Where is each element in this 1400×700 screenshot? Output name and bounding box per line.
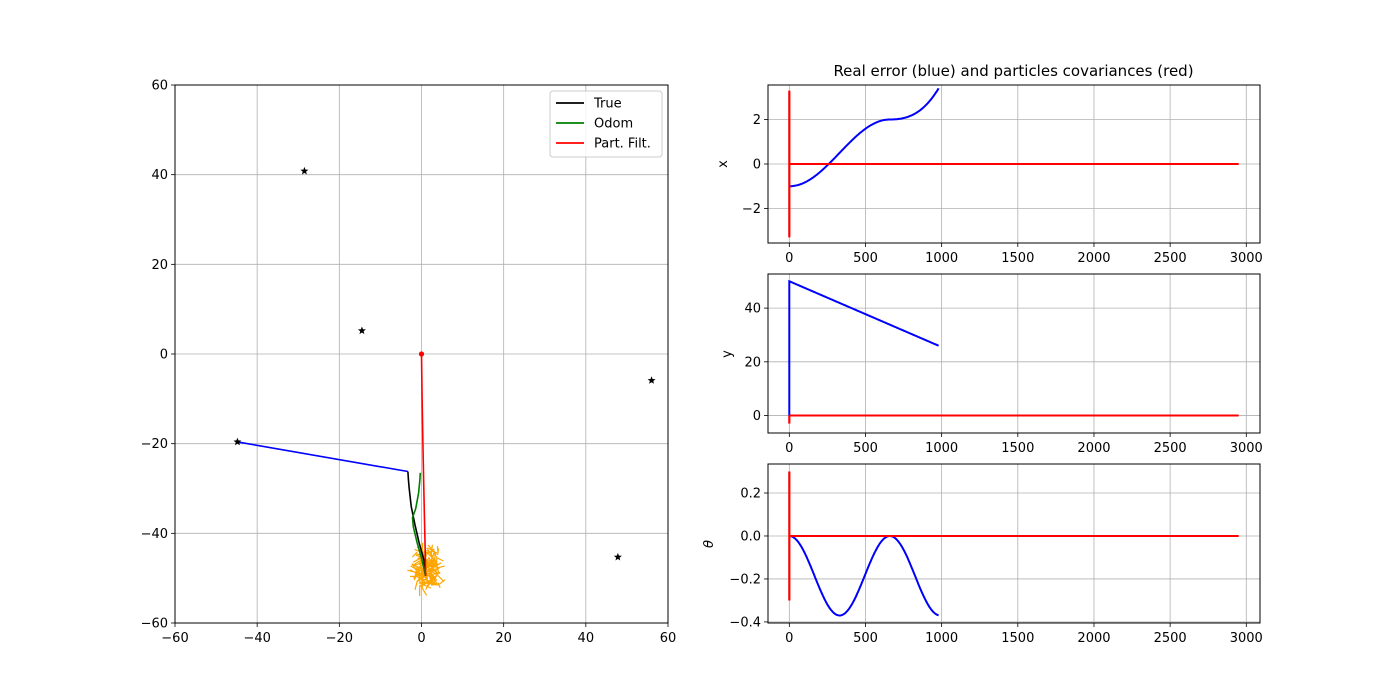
plot-data [233,166,656,597]
plot-data [788,279,1239,424]
y-tick-label: 2 [753,113,761,128]
x-tick-label: 40 [578,631,595,646]
x-tick-label: 3000 [1230,251,1263,266]
y-tick-label: −40 [141,527,168,542]
y-tick-label: 0 [753,158,761,173]
x-tick-label: 2000 [1077,441,1110,456]
y-tick-label: −20 [141,437,168,452]
y-tick-label: 0 [160,348,168,363]
landmark-marker [233,437,242,446]
y-tick-label: −60 [141,617,168,632]
x-tick-label: 2500 [1154,441,1187,456]
y-axis-label: y [720,350,735,358]
x-tick-label: 20 [495,631,512,646]
axes-frame [767,463,1261,624]
error-line [789,535,939,617]
y-tick-label: 40 [744,302,761,317]
legend-label: True [593,97,622,112]
x-tick-label: 0 [785,631,793,646]
y-tick-label: 20 [151,258,168,273]
x-tick-label: 0 [785,251,793,266]
plot-data [788,87,1239,238]
legend: True Odom Part. Filt. [549,90,663,158]
landmark-marker [357,326,366,335]
x-tick-label: 2000 [1077,251,1110,266]
y-tick-label: −0.2 [729,572,761,587]
y-axis-label: θ [702,540,717,548]
x-tick-label: 1000 [925,251,958,266]
x-tick-label: −60 [161,631,188,646]
axis-ticks: 0 500 1000 1500 2000 2500 3000 0.2 0.0 −0.2 −0.4 [729,487,1262,646]
legend-label: Odom [594,117,633,132]
x-tick-label: −40 [243,631,270,646]
y-tick-label: 0 [753,409,761,424]
trajectory-plot: −60 −40 −20 0 20 40 60 −60 −40 −20 0 20 40 60 True Odo… [141,79,677,647]
plot-data [788,471,1239,617]
landmark-marker [300,166,309,175]
x-tick-label: −20 [326,631,353,646]
x-tick-label: 2500 [1154,251,1187,266]
axes-frame [767,273,1261,434]
x-tick-label: 0 [417,631,425,646]
x-tick-label: 500 [853,631,878,646]
x-tick-label: 1000 [925,631,958,646]
y-error-plot: 0 500 1000 1500 2000 2500 3000 0 20 40 y [720,273,1263,456]
series-line [237,441,409,473]
y-tick-label: 20 [744,355,761,370]
legend-box [549,90,663,158]
x-error-plot: Real error (blue) and particles covarian… [716,62,1263,266]
theta-error-plot: 0 500 1000 1500 2000 2500 3000 0.2 0.0 −0.2 −0.4 θ [702,463,1263,646]
x-tick-label: 1500 [1001,251,1034,266]
x-tick-label: 3000 [1230,631,1263,646]
x-tick-label: 0 [785,441,793,456]
x-tick-label: 500 [853,441,878,456]
landmark-marker [647,376,656,384]
start-marker [418,351,425,357]
error-line [789,87,940,188]
x-tick-label: 1500 [1001,441,1034,456]
x-tick-label: 60 [660,631,677,646]
x-tick-label: 2500 [1154,631,1187,646]
y-axis-label: x [716,160,731,168]
chart-title: Real error (blue) and particles covarian… [833,62,1193,80]
error-line [788,279,939,416]
y-tick-label: −0.4 [729,615,761,630]
legend-label: Part. Filt. [594,137,651,152]
y-tick-label: −2 [742,202,761,217]
landmark-marker [613,552,622,561]
series-line [411,472,427,577]
x-tick-label: 3000 [1230,441,1263,456]
y-tick-label: 0.2 [740,487,761,502]
x-tick-label: 1500 [1001,631,1034,646]
y-tick-label: 60 [151,79,168,94]
x-tick-label: 500 [853,251,878,266]
axis-ticks: −60 −40 −20 0 20 40 60 −60 −40 −20 0 20 40 60 [141,79,677,647]
series-line [420,353,427,576]
y-tick-label: 40 [151,168,168,183]
x-tick-label: 1000 [925,441,958,456]
y-tick-label: 0.0 [740,529,761,544]
axis-ticks: 0 500 1000 1500 2000 2500 3000 −2 0 2 [742,113,1263,266]
x-tick-label: 2000 [1077,631,1110,646]
axis-ticks: 0 500 1000 1500 2000 2500 3000 0 20 40 [744,302,1262,456]
